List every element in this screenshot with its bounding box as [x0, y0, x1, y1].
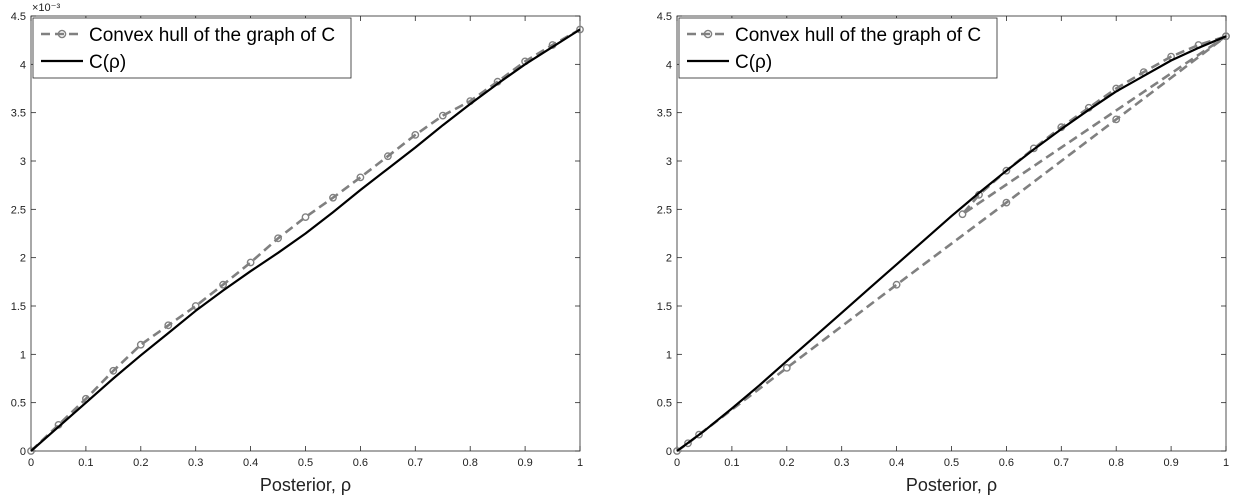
legend-label: C(ρ) [735, 52, 772, 73]
series-line-c-rho [676, 35, 1227, 452]
data-point-marker [356, 173, 365, 182]
y-tick-label: 4.5 [11, 11, 26, 23]
x-tick-label: 1 [577, 457, 583, 469]
data-point-marker [136, 340, 145, 349]
data-point-marker [383, 152, 392, 161]
y-tick-label: 0 [666, 446, 672, 458]
chart-panel-2: 0 0.1 0.2 0.3 0.4 0.5 0.6 0.7 0.8 0.9 1 0 0.5 1 1.5 2 2.… [657, 11, 1230, 495]
x-axis-label: Posterior, ρ [260, 475, 351, 495]
data-point-marker [246, 258, 255, 267]
y-tick-label: 3 [20, 156, 26, 168]
y-tick-label: 1 [20, 349, 26, 361]
x-tick-label: 0.2 [779, 457, 794, 469]
y-tick-label: 0.5 [11, 398, 26, 410]
legend-label: Convex hull of the graph of C [735, 25, 981, 46]
x-tick-label: 0 [28, 457, 34, 469]
x-tick-label: 1 [1223, 457, 1229, 469]
data-point-marker [27, 447, 35, 455]
data-point-marker [782, 363, 791, 372]
x-tick-label: 0.8 [463, 457, 478, 469]
x-tick-label: 0.9 [517, 457, 532, 469]
y-tick-label: 3.5 [11, 108, 26, 120]
x-tick-label: 0.1 [724, 457, 739, 469]
y-tick-label: 4 [666, 59, 672, 71]
x-tick-label: 0.1 [78, 457, 93, 469]
x-axis-label: Posterior, ρ [906, 475, 997, 495]
data-point-marker [411, 130, 420, 139]
data-point-marker [576, 25, 584, 34]
y-tick-label: 4 [20, 59, 26, 71]
data-point-marker [109, 366, 118, 375]
data-point-marker [191, 302, 200, 310]
x-tick-label: 0.7 [1054, 457, 1069, 469]
y-tick-label: 1 [666, 349, 672, 361]
data-point-marker [219, 280, 228, 289]
x-tick-label: 0.7 [408, 457, 423, 469]
x-tick-label: 0.4 [889, 457, 904, 469]
legend: Convex hull of the graph of C C(ρ) [32, 17, 352, 79]
chart-panel-1: 0 0.1 0.2 0.3 0.4 0.5 0.6 0.7 0.8 0.9 1 0 0.5 1 1.5 2 2.… [11, 2, 584, 495]
y-tick-label: 0.5 [657, 398, 672, 410]
data-point-marker [958, 210, 967, 219]
data-point-marker [329, 193, 337, 202]
data-point-marker [695, 430, 703, 439]
x-tick-label: 0 [674, 457, 680, 469]
data-point-marker [684, 439, 692, 448]
x-tick-label: 0.2 [133, 457, 148, 469]
x-tick-label: 0.9 [1163, 457, 1178, 469]
x-tick-label: 0.3 [188, 457, 203, 469]
y-tick-label: 2.5 [657, 204, 672, 216]
x-tick-label: 0.6 [999, 457, 1014, 469]
y-tick-label: 3 [666, 156, 672, 168]
data-point-marker [1222, 32, 1230, 41]
series-line-convex-hull [676, 35, 1228, 453]
y-axis-multiplier: ×10⁻³ [32, 2, 60, 14]
y-tick-label: 1.5 [11, 301, 26, 313]
series-group [673, 32, 1230, 455]
legend-label: C(ρ) [89, 52, 126, 73]
y-tick-label: 2 [666, 253, 672, 265]
data-point-marker [1002, 166, 1011, 175]
x-tick-label: 0.8 [1109, 457, 1124, 469]
data-point-marker [892, 280, 901, 289]
y-tick-label: 2 [20, 253, 26, 265]
data-point-marker [164, 321, 173, 330]
y-tick-label: 3.5 [657, 108, 672, 120]
legend-swatch-marker [57, 29, 67, 39]
legend: Convex hull of the graph of C C(ρ) [678, 17, 998, 79]
x-tick-label: 0.3 [834, 457, 849, 469]
legend-label: Convex hull of the graph of C [89, 25, 335, 46]
x-tick-label: 0.5 [298, 457, 313, 469]
legend-swatch-marker [703, 29, 713, 39]
x-tick-label: 0.6 [353, 457, 368, 469]
data-point-marker [301, 213, 310, 222]
series-line-c-rho [30, 28, 581, 452]
data-point-marker [438, 111, 447, 120]
legend-box [678, 17, 998, 79]
series-line-convex-hull [30, 28, 581, 452]
y-tick-label: 4.5 [657, 11, 672, 23]
x-tick-label: 0.4 [243, 457, 258, 469]
y-tick-label: 2.5 [11, 204, 26, 216]
data-point-marker [1002, 198, 1011, 207]
y-tick-label: 0 [20, 446, 26, 458]
y-tick-label: 1.5 [657, 301, 672, 313]
data-point-marker [673, 447, 681, 455]
data-point-marker [1112, 115, 1121, 124]
legend-box [32, 17, 352, 79]
data-point-marker [274, 234, 282, 243]
series-group [27, 25, 584, 455]
x-tick-label: 0.5 [944, 457, 959, 469]
